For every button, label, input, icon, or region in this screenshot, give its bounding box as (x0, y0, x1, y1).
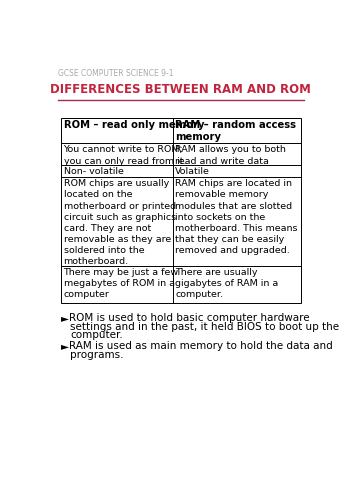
Text: settings and in the past, it held BIOS to boot up the: settings and in the past, it held BIOS t… (71, 322, 340, 332)
Bar (61, 118, 301, 302)
Text: RAM – random access
memory: RAM – random access memory (175, 120, 296, 142)
Text: You cannot write to ROM;
you can only read from it.: You cannot write to ROM; you can only re… (64, 146, 186, 166)
Text: ROM – read only memory: ROM – read only memory (64, 120, 204, 130)
Text: ROM is used to hold basic computer hardware: ROM is used to hold basic computer hardw… (69, 314, 310, 324)
Text: RAM is used as main memory to hold the data and: RAM is used as main memory to hold the d… (69, 341, 333, 351)
Text: GCSE COMPUTER SCIENCE 9-1: GCSE COMPUTER SCIENCE 9-1 (58, 69, 174, 78)
Text: Non- volatile: Non- volatile (64, 167, 124, 176)
Text: There are usually
gigabytes of RAM in a
computer.: There are usually gigabytes of RAM in a … (175, 268, 279, 299)
Text: computer.: computer. (71, 330, 123, 340)
Text: ►: ► (61, 341, 69, 351)
Text: Volatile: Volatile (175, 167, 210, 176)
Text: RAM allows you to both
read and write data: RAM allows you to both read and write da… (175, 146, 286, 166)
Text: RAM chips are located in
removable memory
modules that are slotted
into sockets : RAM chips are located in removable memor… (175, 180, 298, 255)
Text: DIFFERENCES BETWEEN RAM AND ROM: DIFFERENCES BETWEEN RAM AND ROM (50, 83, 311, 96)
Text: There may be just a few
megabytes of ROM in a
computer: There may be just a few megabytes of ROM… (64, 268, 179, 299)
Text: ►: ► (61, 314, 69, 324)
Text: programs.: programs. (71, 350, 124, 360)
Text: ROM chips are usually
located on the
motherboard or printed
circuit such as grap: ROM chips are usually located on the mot… (64, 180, 176, 266)
